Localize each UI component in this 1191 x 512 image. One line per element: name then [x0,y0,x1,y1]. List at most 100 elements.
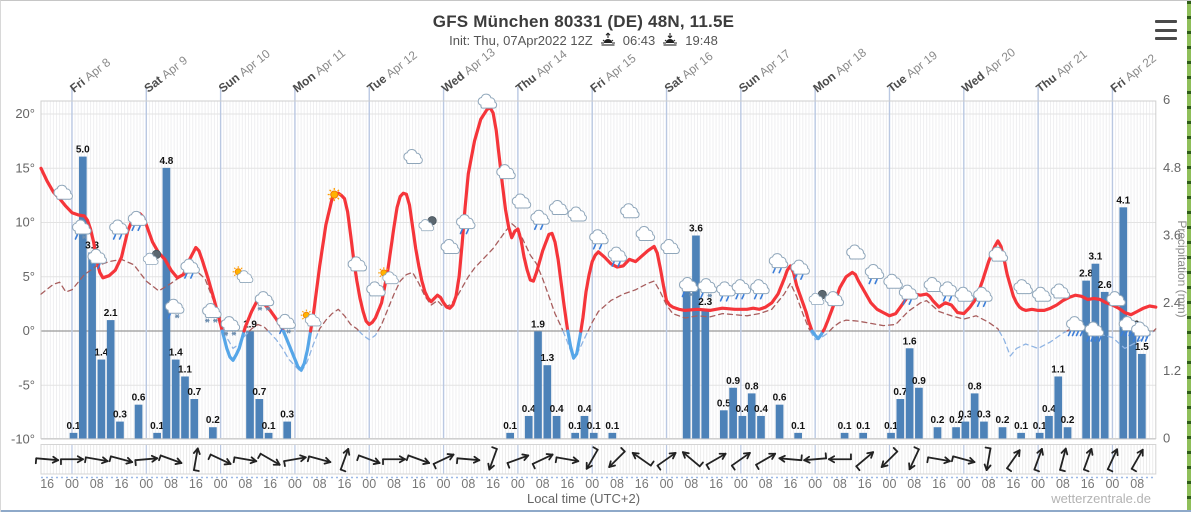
precip-value-label: 0.3 [113,410,127,421]
precip-axis-tick: 3.6 [1163,228,1181,243]
wind-arrow [356,454,381,465]
precip-bar [757,415,765,439]
precip-bar [97,359,106,439]
precip-bar [896,399,905,439]
precip-bar [1054,376,1063,439]
precip-value-label: 0.1 [605,421,619,432]
precip-bar [682,291,691,439]
hour-tick-label: 00 [957,477,971,491]
precip-value-label: 5.0 [76,145,90,156]
wind-arrow [926,456,951,465]
precip-bar [534,331,542,439]
hamburger-menu-icon[interactable] [1153,18,1179,42]
precip-bar [1138,353,1146,439]
hour-tick-label: 08 [164,477,178,491]
wind-arrow [283,454,307,467]
precip-bar [88,252,96,439]
temp-axis-tick: 0° [23,323,35,338]
sunrise-icon [600,32,616,49]
hour-tick-label: 16 [115,477,129,491]
temp-axis-tick: 15° [15,160,35,175]
watermark: wetterzentrale.de [1051,491,1151,506]
precip-value-label: 0.1 [791,421,805,432]
hour-tick-label: 00 [660,477,674,491]
wind-arrow [1033,448,1044,473]
temp-axis-tick: 20° [15,106,35,121]
hour-tick-label: 08 [536,477,550,491]
sun-icon [327,187,342,202]
precip-value-label: 3.1 [1088,252,1102,263]
day-label: Sat Apr 9 [142,53,191,95]
hour-tick-label: 16 [560,477,574,491]
precip-bar [1082,280,1090,439]
precip-value-label: 0.7 [187,387,201,398]
hour-tick-label: 16 [709,477,723,491]
precip-bar [1035,432,1044,439]
chart-subtitle: Init: Thu, 07Apr2022 12Z 06:43 [1,32,1166,49]
precip-axis-tick: 1.2 [1163,363,1181,378]
precip-value-label: 1.3 [540,353,554,364]
precip-value-label: 3.6 [689,224,703,235]
precip-bar [840,432,849,439]
precip-value-label: 0.9 [912,376,926,387]
precip-bar [952,427,960,439]
wind-arrow [608,447,626,468]
precip-bar [78,156,87,439]
cloud-icon [477,93,498,109]
precip-value-label: 0.1 [838,421,852,432]
hour-tick-label: 16 [858,477,872,491]
hour-tick-label: 08 [610,477,624,491]
hour-tick-label: 00 [65,477,79,491]
precip-value-label: 4.1 [1116,195,1130,206]
precip-value-label: 0.5 [717,398,731,409]
precip-axis-tick: 2.4 [1163,295,1181,310]
temp-axis-tick: -5° [18,377,35,392]
day-label: Fri Apr 15 [587,51,638,95]
precip-bar [933,427,942,439]
hour-tick-label: 00 [362,477,376,491]
precip-bar [859,432,868,439]
precip-bar [283,421,292,439]
wind-arrow [1059,447,1069,473]
sunrise-time: 06:43 [622,33,656,48]
temp-axis-tick: 5° [23,269,35,284]
hour-tick-label: 16 [486,477,500,491]
precip-value-label: 0.8 [745,381,759,392]
wind-arrow [84,456,109,465]
precip-value-label: 0.7 [893,387,907,398]
precip-value-label: 0.1 [67,421,81,432]
hour-tick-label: 00 [1105,477,1119,491]
precip-bar [998,427,1007,439]
precip-bar [729,387,737,439]
precip-value-label: 0.2 [206,415,220,426]
wind-arrow [34,455,60,465]
precip-value-label: 0.2 [931,415,945,426]
wind-arrow [506,453,530,469]
hour-tick-label: 00 [734,477,748,491]
precip-axis-tick: 6 [1163,92,1170,107]
precip-bar [747,393,756,439]
precip-bar [887,432,895,439]
day-label: Wed Apr 20 [959,45,1018,96]
precip-value-label: 0.7 [252,387,266,398]
wind-arrow [730,452,751,471]
precip-bar [246,331,254,439]
precip-value-label: 0.4 [735,404,749,415]
precip-value-label: 0.1 [1014,421,1028,432]
precip-bar [69,432,78,439]
precip-bar [153,432,161,439]
wind-arrow [192,447,201,472]
hour-tick-label: 16 [635,477,649,491]
day-label: Sun Apr 17 [736,46,793,95]
precip-value-label: 0.4 [522,404,536,415]
precip-bar [1091,263,1100,439]
wind-arrow [339,448,351,473]
precip-value-label: 0.4 [550,404,564,415]
precip-value-label: 0.1 [503,421,517,432]
precip-bar [580,415,589,439]
precip-bar [915,387,923,439]
precip-value-label: 1.4 [169,348,183,359]
precip-value-label: 1.9 [243,319,257,330]
wind-arrow [705,452,727,470]
